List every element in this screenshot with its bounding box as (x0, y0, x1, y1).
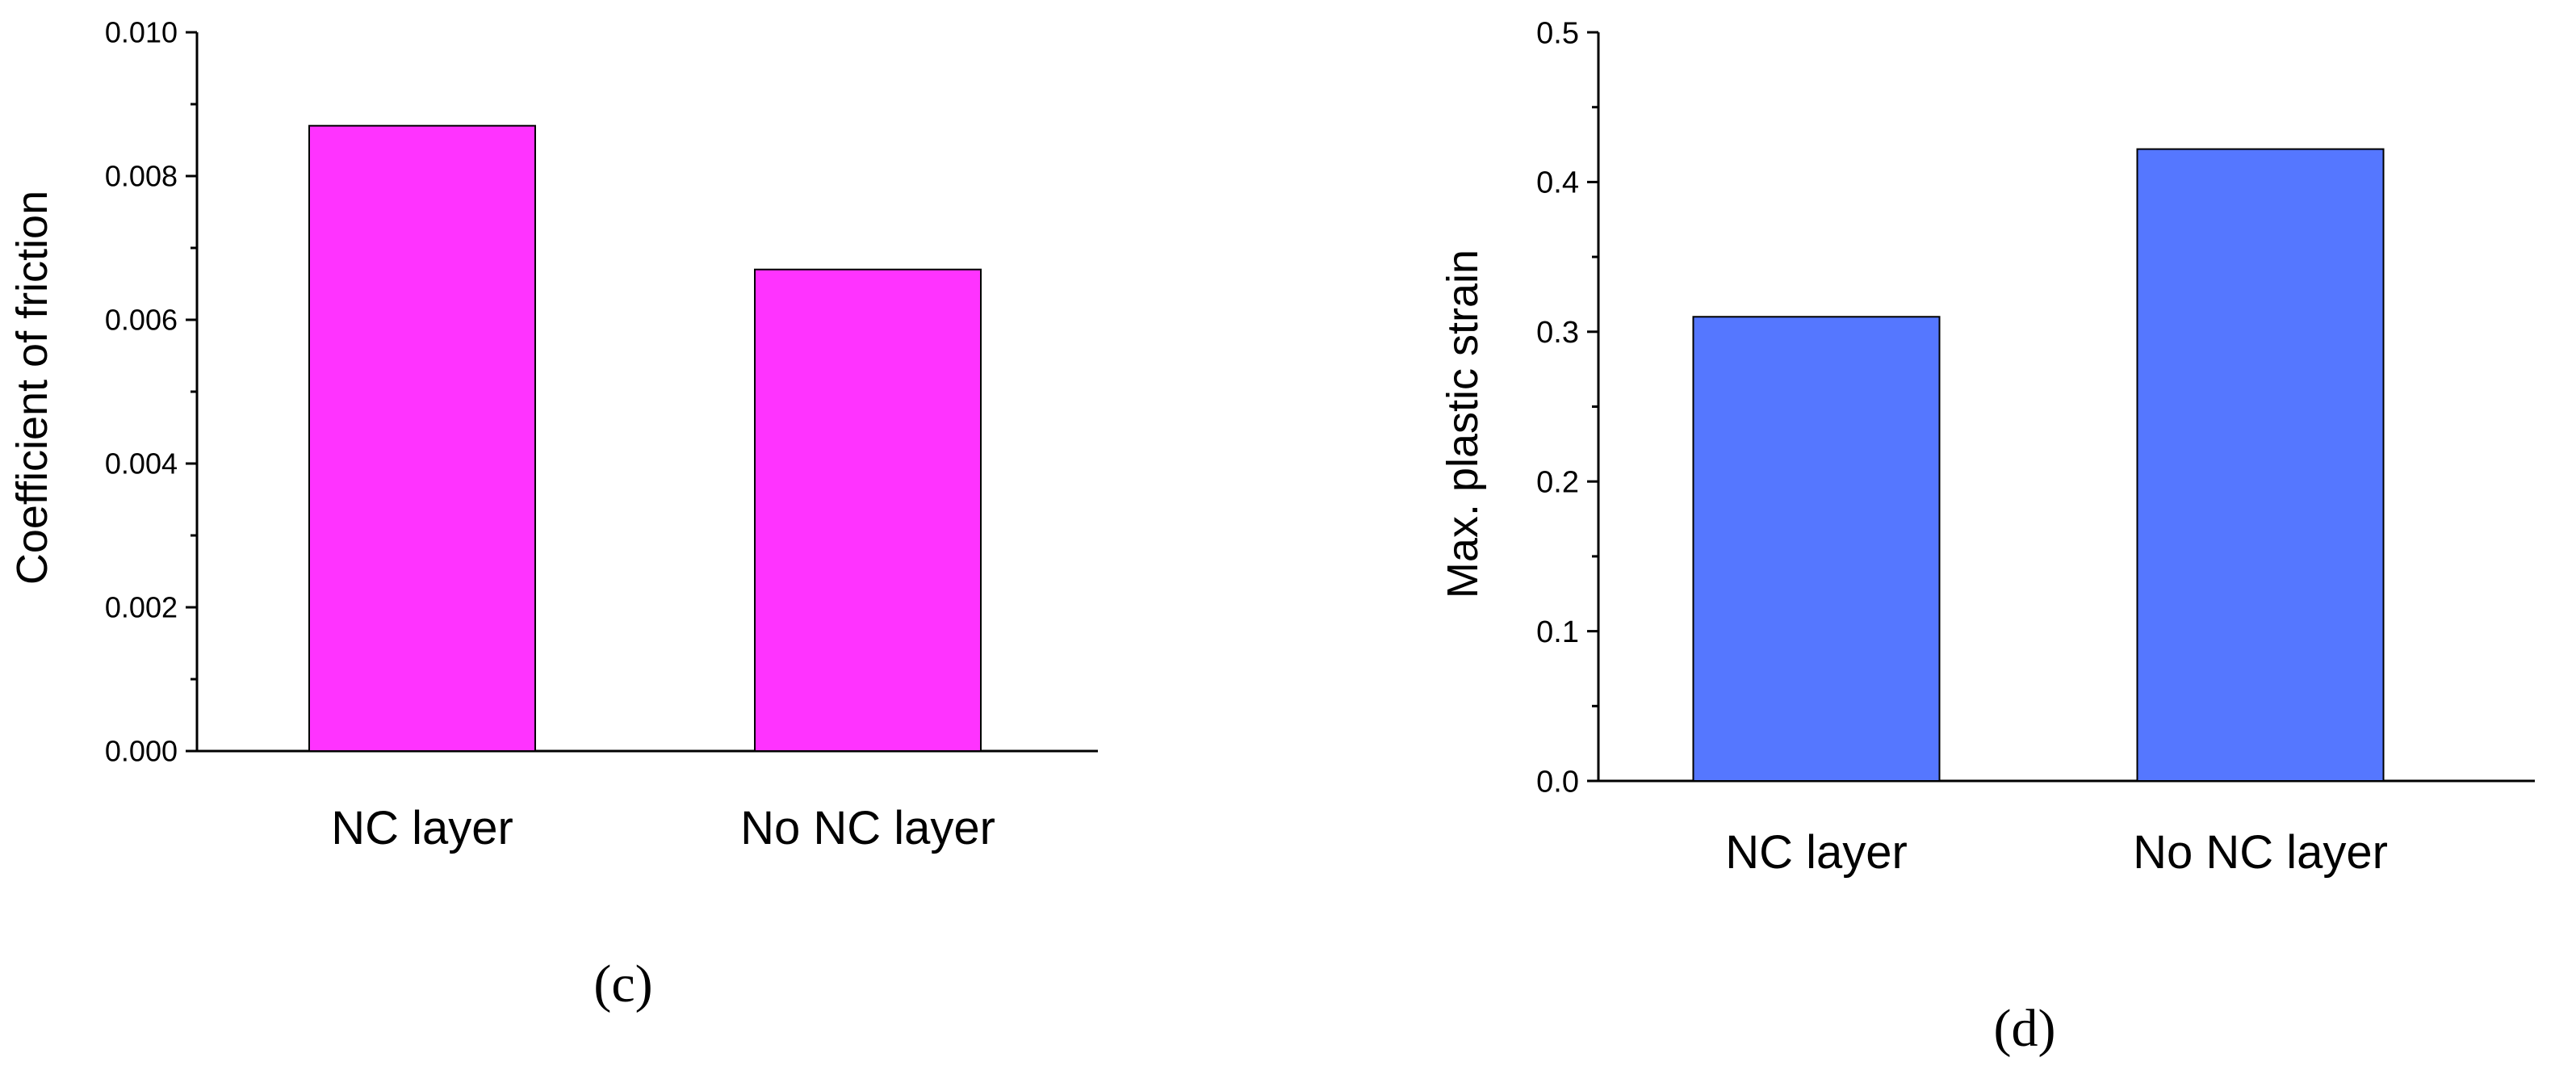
y-tick-label: 0.2 (1536, 466, 1579, 500)
panel-label-c: (c) (593, 955, 652, 1014)
y-tick-label: 0.008 (105, 160, 178, 193)
y-tick-label: 0.4 (1536, 166, 1579, 200)
y-tick-label: 0.006 (105, 304, 178, 337)
bar-no-nc-layer (754, 268, 982, 752)
y-ticks-c: 0.000 0.002 0.004 0.006 0.008 0.010 (105, 16, 197, 768)
y-tick-label: 0.004 (105, 447, 178, 481)
x-tick-label: No NC layer (2133, 826, 2388, 879)
x-tick-label: NC layer (1725, 826, 1908, 879)
category-labels-d: NC layer No NC layer (1725, 826, 2388, 879)
bars-d (1692, 148, 2385, 782)
bar-no-nc-layer (2136, 148, 2385, 782)
x-tick-label: No NC layer (740, 802, 995, 854)
y-ticks-d: 0.0 0.1 0.2 0.3 0.4 0.5 (1536, 16, 1598, 799)
y-tick-label: 0.010 (105, 16, 178, 49)
y-axis-title-c: Coefficient of friction (8, 191, 57, 585)
bars-c (308, 124, 982, 752)
y-tick-label: 0.0 (1536, 765, 1579, 799)
chart-panel-d: 0.0 0.1 0.2 0.3 0.4 0.5 NC layer No NC layer M… (1439, 16, 2535, 1058)
y-tick-label: 0.002 (105, 591, 178, 624)
x-tick-label: NC layer (331, 802, 513, 854)
y-tick-label: 0.3 (1536, 316, 1579, 350)
y-tick-label: 0.1 (1536, 615, 1579, 649)
panel-label-d: (d) (1994, 999, 2056, 1058)
y-tick-label: 0.5 (1536, 16, 1579, 50)
bar-nc-layer (1692, 316, 1941, 782)
y-axis-title-d: Max. plastic strain (1439, 250, 1487, 598)
category-labels-c: NC layer No NC layer (331, 802, 995, 854)
y-tick-label: 0.000 (105, 735, 178, 768)
bar-nc-layer (308, 124, 536, 752)
